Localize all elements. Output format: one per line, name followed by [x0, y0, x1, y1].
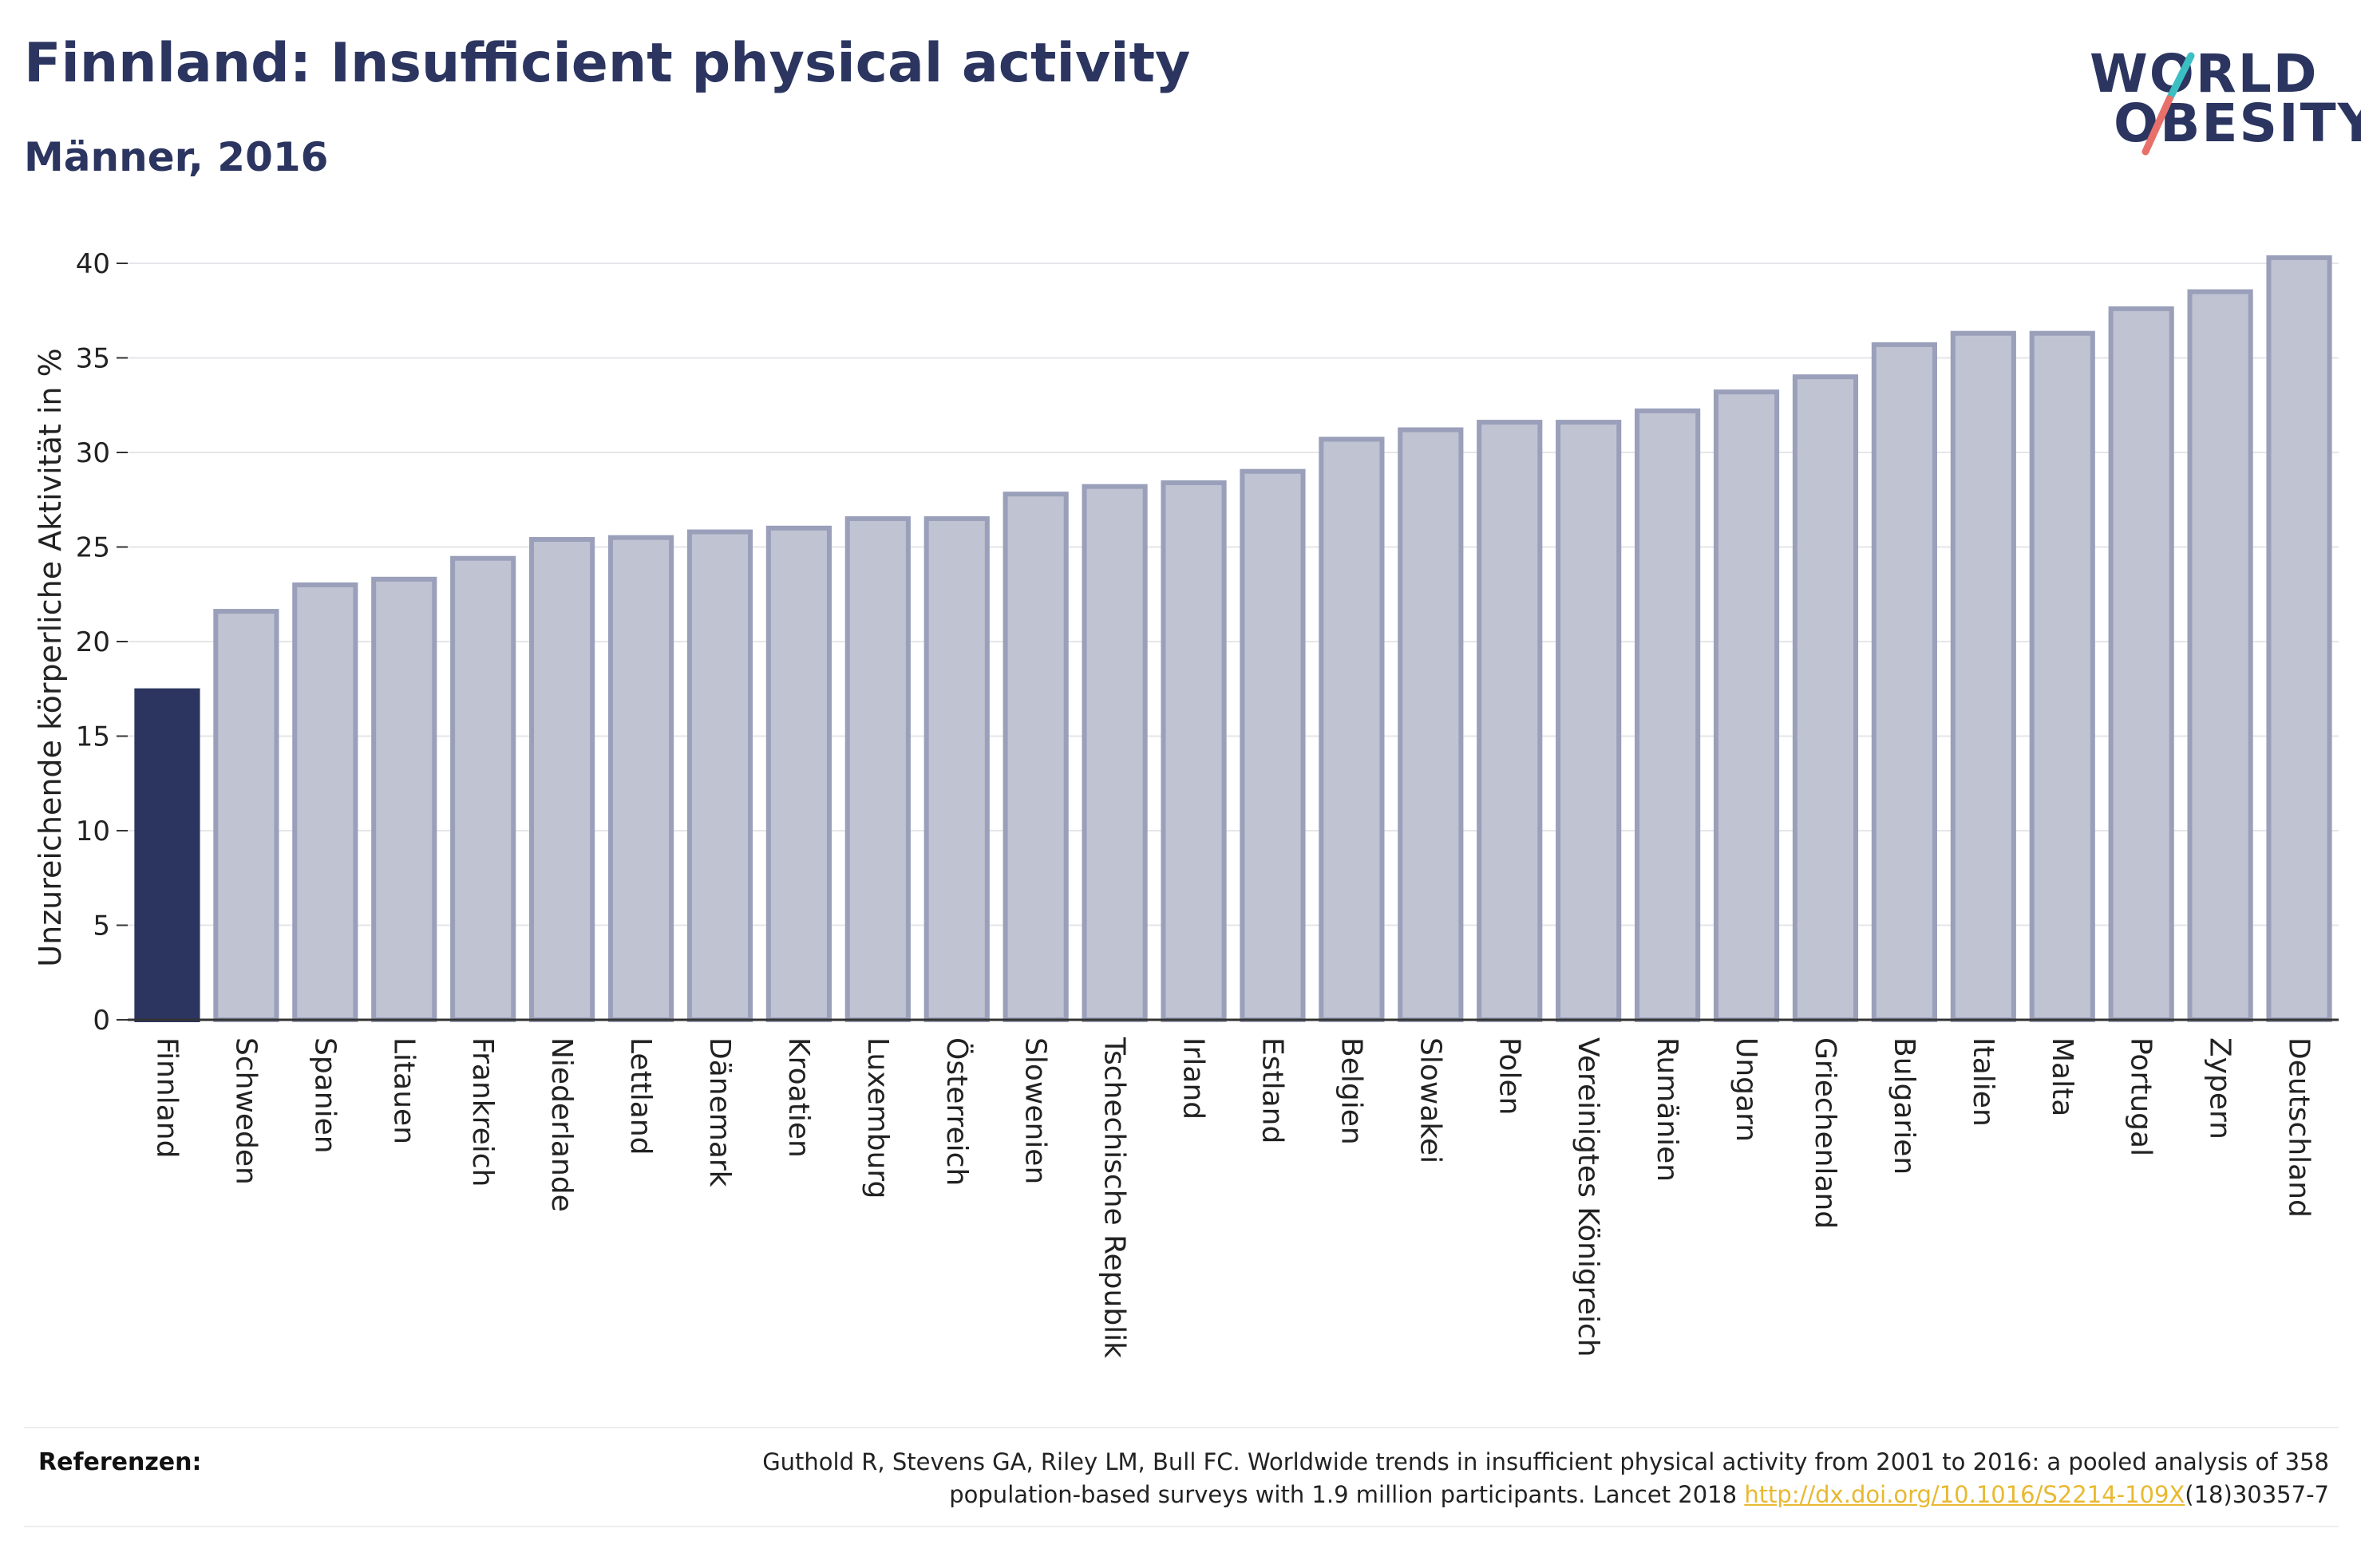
x-tick-label: Finnland	[150, 1037, 183, 1158]
references-text: Guthold R, Stevens GA, Riley LM, Bull FC…	[493, 1446, 2329, 1511]
references-label: Referenzen:	[38, 1448, 202, 1476]
bar-vereinigtes-königreich	[1556, 420, 1622, 1022]
y-tick-label: 40	[76, 248, 110, 280]
x-tick-label: Irland	[1177, 1037, 1210, 1120]
x-tick-label: Rumänien	[1651, 1037, 1683, 1182]
bar-luxemburg	[844, 515, 911, 1022]
bar-litauen	[371, 576, 437, 1022]
x-tick-label: Slowenien	[1019, 1037, 1052, 1184]
bar-dänemark	[686, 529, 753, 1022]
bar-spanien	[292, 582, 358, 1022]
x-tick-label: Schweden	[229, 1037, 262, 1185]
bar-slowenien	[1003, 492, 1069, 1022]
bar-italien	[1950, 330, 2016, 1022]
y-tick-label: 10	[76, 816, 110, 847]
bar-malta	[2029, 330, 2095, 1022]
bar-bulgarien	[1871, 342, 1937, 1023]
x-tick-label: Italien	[1967, 1037, 1999, 1127]
y-tick-label: 5	[93, 910, 110, 942]
x-tick-label: Spanien	[308, 1037, 341, 1154]
bar-polen	[1477, 420, 1543, 1022]
x-tick-label: Frankreich	[466, 1037, 499, 1187]
bar-chart: 0 5 10 15 20 25 30 35 40 Unzureichende körperlich…	[33, 248, 2339, 1358]
x-tick-label: Belgien	[1335, 1037, 1367, 1145]
bar-tschechische-republik	[1082, 484, 1148, 1022]
x-tick-label: Vereinigtes Königreich	[1572, 1037, 1604, 1357]
x-tick-label: Malta	[2046, 1037, 2078, 1116]
bar-kroatien	[765, 525, 832, 1022]
x-tick-label: Ungarn	[1730, 1037, 1762, 1142]
x-tick-label: Estland	[1256, 1037, 1288, 1143]
bar-rumänien	[1635, 408, 1701, 1022]
x-tick-label: Litauen	[387, 1037, 420, 1144]
y-tick-label: 30	[76, 437, 110, 469]
footer-divider-top	[24, 1427, 2339, 1428]
world-obesity-logo: WORLD OBESITY	[2075, 32, 2361, 176]
chart-subtitle: Männer, 2016	[24, 134, 329, 180]
x-tick-label: Portugal	[2125, 1037, 2157, 1156]
y-tick-label: 35	[76, 343, 110, 375]
logo-line-1: WORLD	[2090, 43, 2319, 105]
x-tick-label: Luxemburg	[861, 1037, 894, 1199]
bar-ungarn	[1713, 389, 1780, 1023]
bar-lettland	[607, 535, 674, 1022]
bar-irland	[1161, 480, 1227, 1022]
footer-divider-bottom	[24, 1526, 2339, 1527]
reference-doi-link[interactable]: http://dx.doi.org/10.1016/S2214-109X	[1744, 1481, 2185, 1508]
x-tick-label: Niederlande	[545, 1037, 578, 1212]
x-tick-label: Dänemark	[703, 1037, 736, 1187]
bar-slowakei	[1398, 427, 1464, 1022]
bar-estland	[1240, 468, 1306, 1022]
reference-line-2: population-based surveys with 1.9 millio…	[949, 1481, 1745, 1508]
x-tick-label: Polen	[1493, 1037, 1525, 1115]
x-tick-label: Kroatien	[782, 1037, 815, 1158]
chart-title: Finnland: Insufficient physical activity	[24, 32, 1191, 95]
y-tick-label: 25	[76, 532, 110, 564]
reference-line-1: Guthold R, Stevens GA, Riley LM, Bull FC…	[762, 1448, 2329, 1475]
x-tick-label: Bulgarien	[1888, 1037, 1920, 1175]
bar-portugal	[2108, 306, 2174, 1022]
x-tick-label: Deutschland	[2283, 1037, 2316, 1218]
x-tick-label: Griechenland	[1809, 1037, 1841, 1229]
y-tick-label: 20	[76, 626, 110, 658]
bar-belgien	[1319, 436, 1385, 1022]
bar-frankreich	[450, 555, 516, 1022]
x-tick-label: Österreich	[940, 1037, 974, 1186]
bar-niederlande	[529, 537, 595, 1022]
reference-line-3: (18)30357-7	[2185, 1481, 2329, 1508]
x-tick-label: Slowakei	[1414, 1037, 1446, 1163]
x-tick-label: Zypern	[2204, 1037, 2236, 1139]
bar-griechenland	[1792, 374, 1859, 1022]
bar-zypern	[2187, 289, 2253, 1022]
bar-österreich	[923, 515, 990, 1022]
y-tick-label: 15	[76, 721, 110, 753]
bar-finnland	[134, 688, 200, 1022]
x-tick-label: Tschechische Republik	[1098, 1037, 1131, 1358]
bar-schweden	[213, 609, 279, 1023]
logo-slash-icon	[2142, 52, 2195, 156]
bar-deutschland	[2266, 255, 2332, 1022]
y-axis-label: Unzureichende körperliche Aktivität in %	[33, 348, 68, 966]
x-tick-label: Lettland	[624, 1037, 657, 1155]
y-tick-label: 0	[93, 1005, 110, 1037]
